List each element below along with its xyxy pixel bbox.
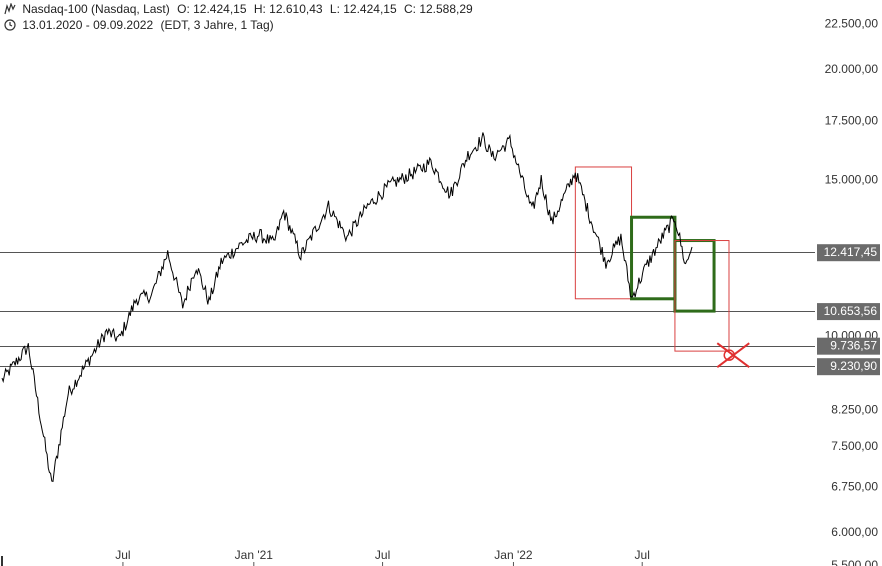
chart-subheader: 13.01.2020 - 09.09.2022 (EDT, 3 Jahre, 1… <box>4 18 278 32</box>
y-tick-label: 7.500,00 <box>831 439 878 453</box>
instrument-name: Nasdaq-100 (Nasdaq, Last) <box>22 2 170 16</box>
x-tick-label: Jan '22 <box>494 548 533 562</box>
y-tick-label: 8.250,00 <box>831 402 878 416</box>
red-box <box>574 166 633 300</box>
y-tick-label: 6.750,00 <box>831 479 878 493</box>
green-box <box>673 239 716 313</box>
date-range: 13.01.2020 - 09.09.2022 <box>22 18 154 32</box>
clock-icon <box>4 19 16 31</box>
price-line[interactable] <box>1 132 693 483</box>
y-tick-label: 20.000,00 <box>825 62 879 76</box>
price-level-tag <box>817 303 880 321</box>
price-level-tag-label: 9.230,90 <box>830 359 877 373</box>
low-value: L: 12.424,15 <box>329 2 397 16</box>
y-tick-label: 6.000,00 <box>831 525 878 539</box>
candlestick-chart-icon <box>4 3 16 15</box>
x-tick-label: Jul <box>375 548 390 562</box>
y-tick-label: 15.000,00 <box>825 173 879 187</box>
price-level-tag <box>817 337 880 355</box>
x-tick-label: Jan '21 <box>235 548 274 562</box>
open-value: O: 12.424,15 <box>177 2 247 16</box>
price-level-tag <box>817 244 880 262</box>
y-tick-label: 5.500,00 <box>831 558 878 566</box>
red-cross-marker <box>716 342 750 368</box>
x-tick-label: Jul <box>635 548 650 562</box>
price-level-tag <box>817 358 880 376</box>
close-value: C: 12.588,29 <box>403 2 473 16</box>
y-tick-label: 17.500,00 <box>825 113 879 127</box>
y-tick-label: 22.500,00 <box>825 17 879 31</box>
chart-header: Nasdaq-100 (Nasdaq, Last) O: 12.424,15 H… <box>4 2 477 16</box>
red-box <box>674 240 730 352</box>
high-value: H: 12.610,43 <box>253 2 323 16</box>
chart-settings: (EDT, 3 Jahre, 1 Tag) <box>160 18 274 32</box>
x-tick-label: Jul <box>115 548 130 562</box>
red-circle-marker <box>723 349 736 361</box>
price-level-tag-label: 10.653,56 <box>824 304 878 318</box>
price-level-tag-label: 9.736,57 <box>830 339 877 353</box>
price-level-tag-label: 12.417,45 <box>824 245 878 259</box>
